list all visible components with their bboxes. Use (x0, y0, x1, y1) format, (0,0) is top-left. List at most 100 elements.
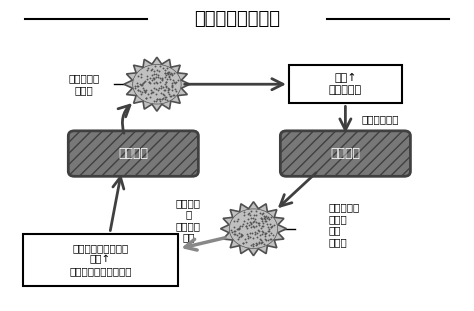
Point (168, 84, 176, 89)
Point (150, 68, 157, 73)
Text: 為了追求更大的快威
動機↑
「下次還要更努力！」: 為了追求更大的快威 動機↑ 「下次還要更努力！」 (69, 243, 132, 276)
Polygon shape (220, 202, 286, 256)
Point (237, 234, 245, 239)
Point (137, 82, 145, 87)
Point (244, 212, 252, 217)
Point (256, 210, 264, 215)
Point (237, 234, 245, 239)
Point (257, 225, 265, 230)
Point (167, 93, 175, 98)
Point (136, 82, 144, 87)
Point (230, 232, 238, 237)
Point (153, 75, 160, 80)
Point (135, 84, 142, 89)
Point (262, 230, 270, 235)
Point (153, 71, 160, 76)
Point (168, 72, 176, 77)
Point (261, 230, 269, 235)
Point (138, 81, 146, 86)
Point (153, 99, 160, 104)
Point (134, 87, 141, 92)
Point (259, 230, 266, 234)
Point (262, 214, 269, 219)
Point (245, 217, 252, 222)
Point (172, 79, 180, 84)
Point (257, 237, 264, 242)
Point (147, 87, 155, 92)
Text: 設定目標: 設定目標 (118, 147, 148, 160)
Point (162, 95, 170, 100)
Point (245, 211, 252, 216)
Point (249, 216, 257, 221)
Point (267, 225, 275, 230)
Point (253, 220, 260, 225)
Point (255, 221, 263, 226)
Point (250, 225, 257, 230)
Point (247, 220, 255, 225)
Point (151, 64, 158, 69)
Point (138, 90, 146, 95)
Point (148, 91, 155, 96)
Point (157, 86, 164, 91)
Point (155, 72, 162, 77)
Point (161, 81, 168, 86)
Point (141, 87, 148, 92)
Point (134, 74, 142, 79)
Point (156, 96, 164, 101)
Point (164, 86, 172, 91)
Point (133, 80, 141, 85)
Point (238, 233, 246, 238)
FancyBboxPatch shape (68, 131, 198, 176)
Point (161, 95, 169, 100)
Point (257, 216, 265, 220)
Point (246, 230, 254, 235)
Point (168, 72, 176, 77)
Point (159, 95, 167, 100)
Point (253, 208, 260, 213)
Point (242, 224, 250, 229)
Point (143, 96, 150, 101)
Point (150, 72, 158, 77)
Point (256, 232, 264, 237)
Circle shape (229, 209, 278, 248)
Point (243, 225, 250, 230)
Point (167, 70, 175, 75)
Point (159, 92, 167, 97)
Point (170, 92, 178, 97)
Point (141, 89, 149, 94)
Point (254, 230, 261, 235)
Text: 達成目標: 達成目標 (330, 147, 360, 160)
Point (242, 239, 250, 244)
Point (156, 80, 164, 85)
Point (169, 82, 176, 87)
Point (164, 87, 172, 92)
Point (133, 84, 141, 89)
Point (152, 79, 160, 84)
Point (269, 224, 276, 229)
Point (141, 79, 149, 84)
Point (260, 211, 267, 216)
Point (265, 217, 273, 222)
Point (265, 232, 273, 237)
Point (153, 97, 161, 102)
Point (153, 68, 161, 73)
Point (234, 227, 242, 232)
Point (258, 224, 266, 229)
Point (258, 232, 265, 237)
Point (168, 84, 175, 89)
Point (255, 229, 263, 234)
Point (269, 233, 276, 238)
Point (165, 74, 173, 79)
Point (155, 68, 163, 73)
Point (146, 79, 153, 84)
Point (260, 221, 267, 226)
Point (152, 86, 160, 91)
Point (174, 78, 182, 83)
Point (164, 70, 172, 75)
Point (261, 232, 269, 237)
Point (258, 219, 265, 224)
Point (245, 222, 252, 227)
Point (248, 230, 256, 235)
Point (233, 219, 241, 224)
Point (148, 72, 155, 77)
